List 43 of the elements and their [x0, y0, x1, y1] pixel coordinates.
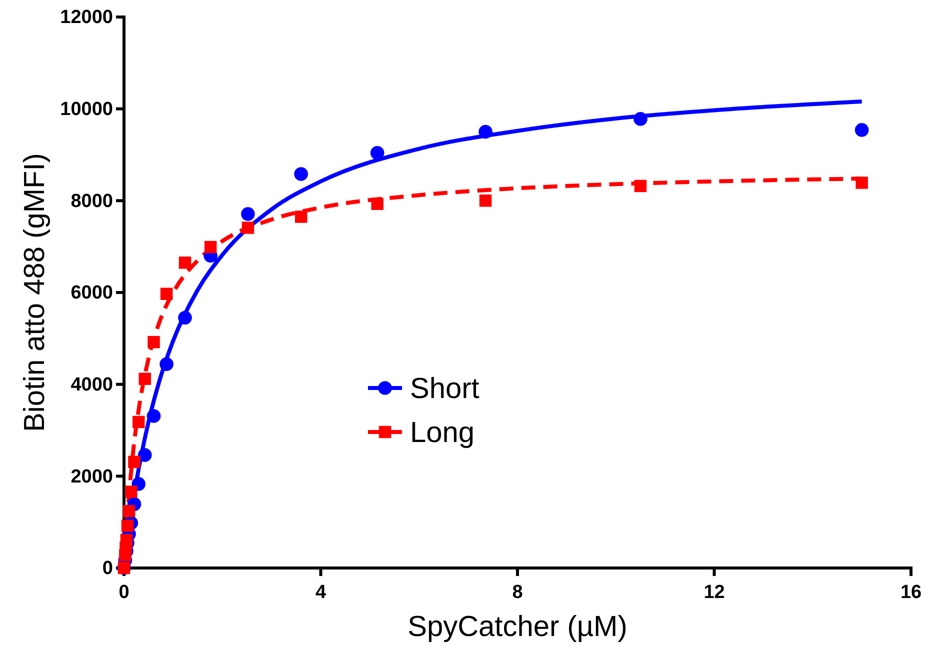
point: [128, 456, 140, 468]
point: [138, 448, 152, 462]
point: [121, 520, 134, 532]
y-axis-title: Biotin atto 488 (gMFI): [19, 153, 51, 432]
point: [371, 198, 384, 210]
point: [854, 123, 869, 137]
y-tick-label: 0: [102, 558, 113, 580]
y-tick-label: 10000: [60, 98, 113, 120]
legend-label: Long: [410, 417, 475, 450]
point: [634, 112, 648, 126]
point: [119, 549, 132, 562]
point: [634, 180, 647, 192]
point: [242, 222, 254, 234]
y-tick-label: 2000: [70, 466, 113, 488]
x-axis-title: SpyCatcher (µM): [408, 611, 628, 643]
x-tick-label: 12: [704, 582, 725, 603]
point: [160, 288, 173, 300]
point: [294, 167, 308, 181]
point: [178, 310, 192, 325]
point: [241, 207, 255, 221]
point: [479, 194, 492, 207]
point: [478, 124, 492, 139]
point: [370, 146, 384, 160]
legend-label: Short: [410, 373, 480, 406]
y-tick-label: 6000: [70, 282, 113, 304]
y-tick-label: 4000: [70, 374, 113, 396]
y-tick-label: 8000: [70, 190, 113, 212]
point: [138, 372, 151, 385]
point: [204, 240, 217, 254]
x-tick-label: 4: [315, 582, 326, 603]
x-tick-label: 16: [900, 582, 922, 603]
point: [178, 256, 192, 269]
point: [294, 210, 308, 223]
point: [856, 176, 868, 189]
point: [132, 416, 145, 428]
y-tick-label: 12000: [60, 7, 113, 28]
x-tick-label: 0: [118, 582, 130, 603]
point: [122, 504, 136, 518]
point: [160, 357, 174, 372]
point: [125, 486, 138, 498]
x-tick-label: 8: [512, 582, 523, 603]
point: [146, 409, 161, 423]
point: [148, 336, 160, 348]
